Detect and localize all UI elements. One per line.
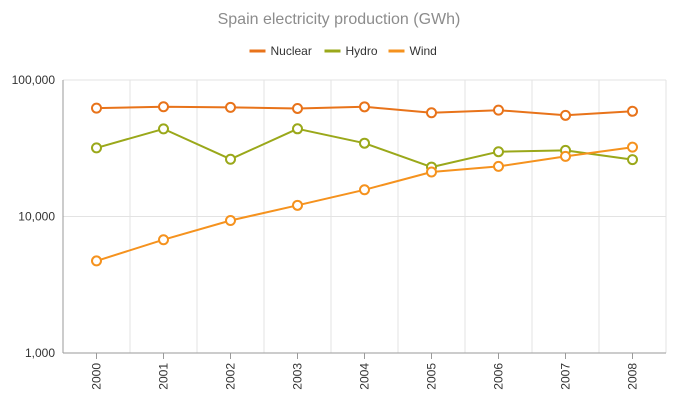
point-nuclear-2001[interactable] bbox=[158, 101, 169, 113]
point-wind-2001[interactable] bbox=[158, 234, 169, 246]
series-line-wind bbox=[96, 146, 633, 262]
point-wind-2003[interactable] bbox=[292, 199, 303, 211]
point-nuclear-2007[interactable] bbox=[560, 109, 571, 121]
point-wind-2008[interactable] bbox=[627, 141, 638, 153]
x-tick-label-2001: 2001 bbox=[157, 363, 171, 390]
x-tick-label-2006: 2006 bbox=[492, 363, 506, 390]
point-nuclear-2004[interactable] bbox=[359, 101, 370, 113]
legend-item-nuclear[interactable]: Nuclear bbox=[249, 44, 312, 58]
legend-label-nuclear: Nuclear bbox=[271, 44, 312, 58]
y-tick-label-1-000: 1,000 bbox=[25, 346, 55, 360]
point-wind-2000[interactable] bbox=[91, 255, 102, 267]
legend: Nuclear Hydro Wind bbox=[249, 44, 437, 58]
point-hydro-2002[interactable] bbox=[225, 153, 236, 165]
point-wind-2005[interactable] bbox=[426, 166, 437, 178]
point-hydro-2008[interactable] bbox=[627, 154, 638, 166]
point-hydro-2003[interactable] bbox=[292, 123, 303, 135]
y-tick-label-100-000: 100,000 bbox=[12, 73, 56, 87]
point-wind-2007[interactable] bbox=[560, 150, 571, 162]
point-nuclear-2006[interactable] bbox=[493, 104, 504, 116]
point-hydro-2001[interactable] bbox=[158, 123, 169, 135]
legend-item-hydro[interactable]: Hydro bbox=[324, 44, 378, 58]
x-tick-label-2007: 2007 bbox=[559, 363, 573, 390]
point-hydro-2006[interactable] bbox=[493, 146, 504, 158]
axes: 1,000 10,000 100,000 2000 2001 2002 2003 2004 20… bbox=[12, 73, 666, 390]
point-hydro-2004[interactable] bbox=[359, 137, 370, 149]
x-tick-label-2000: 2000 bbox=[90, 363, 104, 390]
legend-label-wind: Wind bbox=[410, 44, 437, 58]
point-nuclear-2005[interactable] bbox=[426, 107, 437, 119]
point-nuclear-2003[interactable] bbox=[292, 102, 303, 114]
point-hydro-2000[interactable] bbox=[91, 142, 102, 154]
y-tick-label-10-000: 10,000 bbox=[18, 210, 55, 224]
point-nuclear-2008[interactable] bbox=[627, 105, 638, 117]
point-wind-2004[interactable] bbox=[359, 184, 370, 196]
x-tick-label-2005: 2005 bbox=[425, 363, 439, 390]
legend-item-wind[interactable]: Wind bbox=[388, 44, 437, 58]
chart-title: Spain electricity production (GWh) bbox=[218, 11, 461, 28]
grid bbox=[62, 79, 667, 354]
point-nuclear-2002[interactable] bbox=[225, 101, 236, 113]
x-tick-label-2003: 2003 bbox=[291, 363, 305, 390]
x-tick-label-2008: 2008 bbox=[626, 363, 640, 390]
series bbox=[91, 101, 638, 267]
point-wind-2002[interactable] bbox=[225, 215, 236, 227]
point-nuclear-2000[interactable] bbox=[91, 102, 102, 114]
point-wind-2006[interactable] bbox=[493, 160, 504, 172]
x-tick-label-2002: 2002 bbox=[224, 363, 238, 390]
legend-label-hydro: Hydro bbox=[346, 44, 378, 58]
x-tick-label-2004: 2004 bbox=[358, 363, 372, 390]
